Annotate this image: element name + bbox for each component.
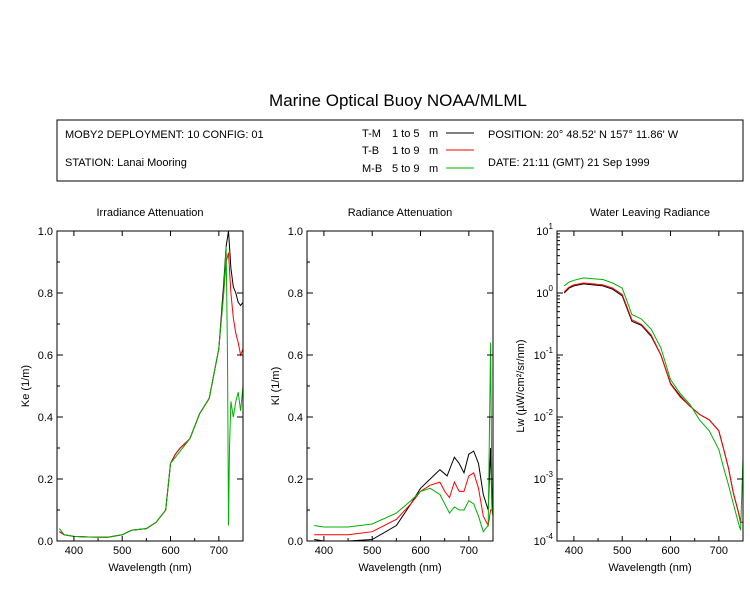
legend-entry-t-b: T-B 1 to 9 m bbox=[362, 145, 474, 157]
legend-unit: m bbox=[429, 163, 438, 175]
legend-code: T-M bbox=[362, 128, 381, 140]
x-tick-label: 500 bbox=[113, 545, 131, 557]
station-text: STATION: Lanai Mooring bbox=[65, 157, 187, 169]
info-box-border bbox=[56, 119, 744, 182]
x-tick-label: 500 bbox=[613, 545, 631, 557]
series-line-t-m bbox=[314, 447, 493, 541]
x-tick-label: 700 bbox=[210, 545, 228, 557]
legend-unit: m bbox=[429, 128, 438, 140]
y-tick-label: 0.4 bbox=[288, 412, 303, 424]
series-line-t-b bbox=[563, 282, 743, 523]
y-axis-label: Kl (1/m) bbox=[270, 367, 282, 406]
legend-code: M-B bbox=[362, 163, 382, 175]
legend: T-M 1 to 5 m T-B 1 to 9 m M-B 5 to 9 m bbox=[362, 128, 474, 175]
chart-title: Irradiance Attenuation bbox=[96, 207, 203, 219]
plot-frame bbox=[556, 230, 744, 542]
legend-range: 1 to 5 bbox=[392, 128, 420, 140]
x-tick-label: 600 bbox=[411, 545, 429, 557]
info-box: MOBY2 DEPLOYMENT: 10 CONFIG: 01 STATION:… bbox=[56, 119, 744, 182]
series-line-m-b bbox=[59, 246, 243, 538]
legend-code: T-B bbox=[362, 145, 379, 157]
series-line-t-m bbox=[563, 283, 743, 523]
legend-entry-t-m: T-M 1 to 5 m bbox=[362, 128, 474, 140]
y-tick-label: 101 bbox=[536, 222, 553, 238]
series-line-t-m bbox=[59, 231, 243, 538]
y-tick-label: 100 bbox=[536, 284, 553, 300]
y-tick-label: 0.0 bbox=[288, 536, 303, 548]
y-tick-label: 0.0 bbox=[38, 536, 53, 548]
y-tick-label: 0.2 bbox=[288, 474, 303, 486]
y-tick-label: 0.2 bbox=[38, 474, 53, 486]
series-line-m-b bbox=[563, 277, 743, 531]
legend-entry-m-b: M-B 5 to 9 m bbox=[362, 163, 474, 175]
y-tick-label: 0.6 bbox=[38, 350, 53, 362]
x-tick-label: 600 bbox=[661, 545, 679, 557]
series-line-t-b bbox=[314, 472, 493, 536]
y-tick-label: 10-3 bbox=[534, 470, 554, 486]
plot-frame bbox=[56, 230, 244, 542]
x-tick-label: 600 bbox=[161, 545, 179, 557]
x-tick-label: 400 bbox=[65, 545, 83, 557]
x-axis-label: Wavelength (nm) bbox=[358, 562, 441, 574]
chart-title: Radiance Attenuation bbox=[348, 207, 453, 219]
chart-panel-1: Irradiance Attenuation 400 500 600 700 0.0 0.2… bbox=[20, 207, 244, 574]
x-axis-label: Wavelength (nm) bbox=[108, 562, 191, 574]
chart-panel-3: Water Leaving Radiance 400 500 600 700 10-4 10… bbox=[515, 207, 744, 574]
legend-range: 1 to 9 bbox=[392, 145, 420, 157]
y-axis-label: Ke (1/m) bbox=[20, 365, 32, 407]
series-line-m-b bbox=[314, 342, 493, 533]
y-tick-label: 1.0 bbox=[288, 226, 303, 238]
deployment-text: MOBY2 DEPLOYMENT: 10 CONFIG: 01 bbox=[65, 129, 264, 141]
figure-title: Marine Optical Buoy NOAA/MLML bbox=[269, 91, 527, 110]
x-tick-label: 400 bbox=[315, 545, 333, 557]
series-line-t-b bbox=[59, 252, 243, 538]
y-tick-label: 1.0 bbox=[38, 226, 53, 238]
chart-title: Water Leaving Radiance bbox=[590, 207, 710, 219]
position-text: POSITION: 20° 48.52' N 157° 11.86' W bbox=[488, 129, 679, 141]
y-tick-label: 10-2 bbox=[534, 408, 554, 424]
y-axis-label: Lw (µW/cm²/sr/nm) bbox=[515, 339, 527, 432]
date-text: DATE: 21:11 (GMT) 21 Sep 1999 bbox=[488, 157, 650, 169]
legend-range: 5 to 9 bbox=[392, 163, 420, 175]
x-tick-label: 700 bbox=[460, 545, 478, 557]
y-tick-label: 0.6 bbox=[288, 350, 303, 362]
chart-panels: Irradiance Attenuation 400 500 600 700 0.0 0.2… bbox=[20, 207, 744, 574]
y-tick-label: 0.8 bbox=[38, 288, 53, 300]
chart-panel-2: Radiance Attenuation 400 500 600 700 0.0 0.2 0.… bbox=[270, 207, 494, 574]
x-tick-label: 500 bbox=[363, 545, 381, 557]
x-axis-label: Wavelength (nm) bbox=[608, 562, 691, 574]
y-tick-label: 0.4 bbox=[38, 412, 53, 424]
y-tick-label: 0.8 bbox=[288, 288, 303, 300]
y-tick-label: 10-1 bbox=[534, 346, 554, 362]
legend-unit: m bbox=[429, 145, 438, 157]
plot-frame bbox=[306, 230, 494, 542]
x-tick-label: 400 bbox=[565, 545, 583, 557]
x-tick-label: 700 bbox=[710, 545, 728, 557]
y-tick-label: 10-4 bbox=[534, 532, 554, 548]
